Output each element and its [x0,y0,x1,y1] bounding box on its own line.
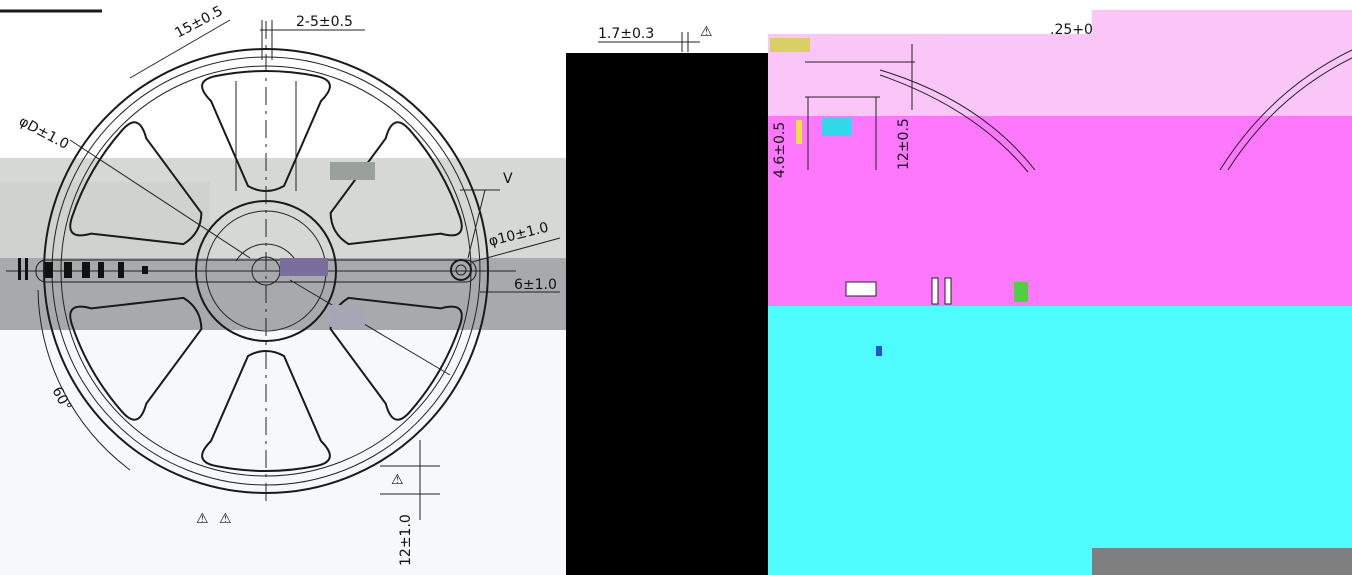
reel [6,21,516,501]
label-V: V [503,171,513,187]
right-arc-left [879,69,1036,171]
dim-leader-D [69,139,251,259]
warning-icon: ⚠ [391,472,404,488]
connector-post-2 [944,277,952,305]
noise-block [876,346,882,356]
right-panel-magenta [768,116,1352,306]
dim-leader-hole [471,237,561,263]
right-arc-right-b [1227,57,1352,171]
hole-10-inner [455,264,467,276]
label-6: 6±1.0 [514,277,557,293]
label-12: 12±1.0 [398,514,414,566]
window-top [201,70,331,192]
connector-shape [845,281,877,297]
label-4-6: 4.6±0.5 [772,122,788,178]
dim-line-15 [129,19,231,79]
background-band-mid [0,182,210,258]
spoke-windows [69,70,463,472]
glitch-block [280,258,328,276]
right-panel-cyan [768,306,1352,575]
right-panel-corner-magenta [1092,10,1352,34]
noise-block [822,118,852,136]
dim-leader-V-drop [467,189,486,259]
black-panel [566,53,768,575]
background-lower-pale [0,330,566,575]
window-bottom [201,350,331,472]
warning-icon: ⚠ [196,511,209,527]
window-lower-left [69,296,203,421]
hole-10 [450,259,472,281]
right-arc-right [1219,49,1352,171]
warning-icon: ⚠ [700,24,713,40]
dim-leader-radius [289,279,451,376]
label-1-7: 1.7±0.3 [598,26,654,42]
label-D: φD±1.0 [16,113,71,152]
label-25: .25+0 [1050,22,1093,38]
connector-post-1 [931,277,939,305]
noise-block [796,120,802,144]
glitch-block [330,305,365,327]
label-12-5: 12±0.5 [896,118,912,170]
left-slot-marks [18,258,148,280]
noise-block [1014,282,1028,302]
dim-arc-60 [37,289,131,471]
right-panel-gray-corner [1092,548,1352,575]
horizontal-slot [35,259,477,283]
noise-block [770,38,810,52]
warning-icon: ⚠ [219,511,232,527]
right-arc-left-b [879,74,1029,173]
label-15: 15±0.5 [172,3,225,41]
window-upper-right [329,121,463,246]
glitch-block [330,162,375,180]
right-panel-light-magenta [768,34,1352,116]
label-2-5: 2-5±0.5 [296,14,353,30]
